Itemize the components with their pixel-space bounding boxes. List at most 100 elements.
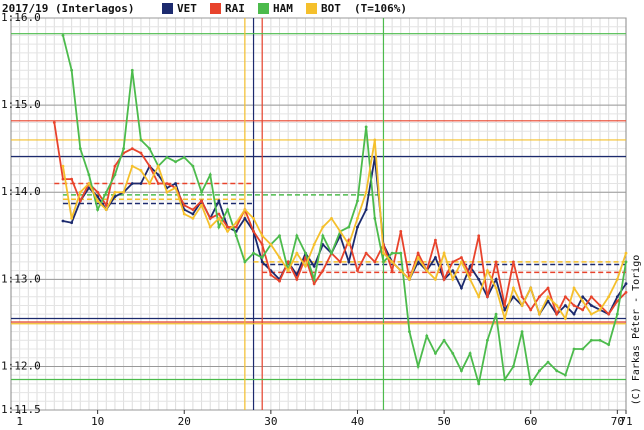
lap-point — [217, 199, 221, 203]
lap-point — [312, 243, 316, 246]
lap-point — [78, 190, 82, 194]
lap-point — [61, 219, 65, 223]
lap-point — [425, 269, 429, 273]
lap-point — [529, 308, 533, 312]
lap-point — [624, 291, 628, 294]
lap-point — [286, 260, 290, 264]
lap-point — [70, 221, 74, 225]
lap-point — [434, 256, 437, 259]
lap-point — [520, 295, 524, 299]
lap-point — [356, 216, 359, 220]
legend-label: RAI — [225, 2, 245, 15]
lap-point — [546, 286, 550, 290]
lap-point — [208, 216, 212, 220]
lap-point — [468, 351, 472, 355]
lap-point — [243, 260, 247, 264]
lap-point — [330, 216, 333, 220]
lap-point — [104, 190, 108, 194]
lap-point — [295, 234, 299, 238]
lap-point — [191, 164, 195, 168]
lap-point — [511, 295, 515, 299]
x-tick-label: 20 — [178, 415, 191, 428]
lap-point — [104, 203, 108, 207]
lap-point — [148, 164, 151, 168]
lap-point — [260, 256, 264, 259]
legend-note: (T=106%) — [354, 2, 407, 15]
lap-point — [130, 182, 134, 185]
lap-point — [252, 251, 255, 255]
lap-point — [113, 173, 117, 177]
lap-point — [615, 277, 619, 281]
lap-point — [555, 312, 559, 316]
lap-point — [252, 230, 255, 233]
lap-point — [122, 147, 126, 151]
lap-point — [442, 251, 446, 255]
lap-point — [243, 208, 247, 212]
lap-point — [139, 182, 143, 185]
lap-point — [312, 282, 316, 286]
lap-point — [477, 234, 481, 238]
lap-point — [572, 312, 576, 316]
lap-point — [511, 365, 515, 368]
lap-point — [615, 312, 619, 316]
lap-point — [451, 260, 455, 264]
lap-point — [87, 182, 91, 185]
lap-point — [563, 295, 567, 299]
lap-point — [200, 190, 203, 194]
lap-point — [139, 138, 143, 142]
lap-point — [96, 208, 100, 212]
lap-point — [442, 277, 446, 281]
lap-point — [434, 238, 437, 242]
lap-point — [442, 338, 446, 342]
lap-point — [546, 299, 550, 303]
lap-point — [286, 269, 290, 273]
lap-point — [182, 203, 186, 207]
lap-point — [486, 269, 489, 273]
lap-point — [615, 295, 619, 299]
lap-point — [399, 230, 403, 233]
lap-point — [416, 251, 420, 255]
lap-point — [373, 138, 377, 142]
lap-point — [408, 277, 411, 281]
lap-point — [174, 182, 177, 185]
lap-point — [511, 286, 515, 290]
lap-point — [70, 68, 74, 72]
lap-point — [260, 234, 264, 238]
lap-point — [520, 330, 524, 333]
lap-point — [399, 269, 403, 273]
y-tick-label: 1:13.0 — [1, 272, 41, 285]
lap-point — [624, 251, 628, 255]
lap-point — [234, 234, 238, 238]
lap-point — [537, 295, 541, 299]
lap-point — [589, 304, 593, 307]
lap-point — [563, 317, 567, 320]
lap-point — [563, 373, 567, 377]
lap-point — [624, 260, 628, 264]
chart-title: 2017/19 (Interlagos) — [2, 2, 134, 15]
lap-point — [486, 338, 489, 342]
lap-point — [364, 251, 368, 255]
lap-point — [200, 203, 203, 207]
lap-point — [615, 299, 619, 303]
lap-point — [182, 212, 186, 216]
lap-point — [364, 125, 368, 129]
lap-point — [364, 208, 368, 212]
lap-point — [113, 195, 117, 198]
y-tick-label: 1:12.0 — [1, 359, 41, 372]
lap-point — [61, 164, 65, 168]
lap-point — [208, 173, 212, 177]
lap-point — [503, 308, 507, 312]
lap-point — [139, 151, 143, 155]
lap-point — [338, 260, 342, 264]
lap-point — [399, 251, 403, 255]
lap-point — [208, 225, 212, 229]
lap-point — [416, 256, 420, 259]
lap-point — [589, 295, 593, 299]
lap-point — [589, 338, 593, 342]
lap-point — [78, 199, 82, 203]
lap-point — [278, 234, 281, 238]
legend-label: HAM — [273, 2, 293, 15]
x-tick-label: 71 — [619, 415, 632, 428]
lap-point — [598, 338, 602, 342]
